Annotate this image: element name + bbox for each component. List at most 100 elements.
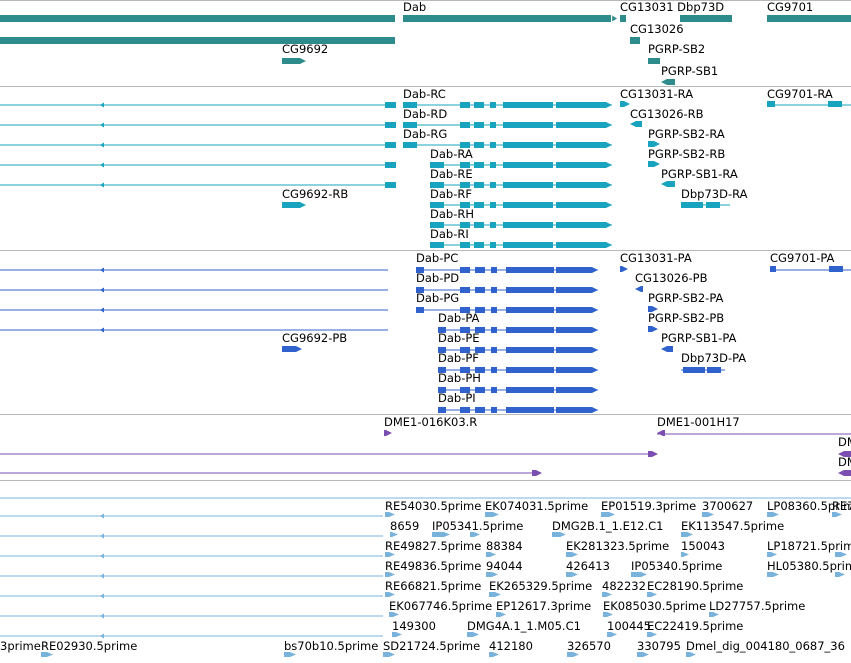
clone-dm-1-label[interactable]: DM: [838, 435, 851, 449]
est-feature: [709, 612, 719, 617]
protein-exon: [506, 287, 554, 293]
est-ek085030-label[interactable]: EK085030.5prime: [603, 599, 707, 613]
est-ip05341-label[interactable]: IP05341.5prime: [432, 519, 524, 533]
rna-dab-rh-label[interactable]: Dab-RH: [430, 207, 474, 221]
est-feature: [681, 552, 689, 557]
est-482232-label[interactable]: 482232: [602, 579, 646, 593]
gene-cg9701-label[interactable]: CG9701: [767, 0, 814, 14]
prot-dab-pc-label[interactable]: Dab-PC: [416, 251, 459, 265]
rna-dab-rc-label[interactable]: Dab-RC: [403, 87, 446, 101]
est-ek067746-label[interactable]: EK067746.5prime: [389, 599, 493, 613]
prot-dab-pf-label[interactable]: Dab-PF: [438, 351, 479, 365]
est-re66821-label[interactable]: RE66821.5prime: [385, 579, 482, 593]
clone-dm-2-label[interactable]: DM: [838, 455, 851, 469]
est-dmel-dig-label[interactable]: Dmel_dig_004180_0687_36: [686, 639, 845, 653]
rna-dab-rd-label[interactable]: Dab-RD: [403, 107, 448, 121]
est-ep12617-label[interactable]: EP12617.3prime: [496, 599, 592, 613]
est-ld27757-label[interactable]: LD27757.5prime: [709, 599, 806, 613]
est-ep01519-label[interactable]: EP01519.3prime: [601, 499, 697, 513]
protein-exon: [475, 347, 485, 353]
prot-pgrp-sb2-pb-label[interactable]: PGRP-SB2-PB: [648, 311, 725, 325]
est-dmg4a1-label[interactable]: DMG4A.1_1.M05.C1: [467, 619, 581, 633]
prot-dbp73d-pa-label[interactable]: Dbp73D-PA: [681, 351, 747, 365]
rna-cg9701-ra-label[interactable]: CG9701-RA: [767, 87, 833, 101]
est-feature: [607, 632, 617, 637]
est-bs70b10-label[interactable]: bs70b10.5prime: [284, 639, 379, 653]
rna-cg9692-rb-label[interactable]: CG9692-RB: [282, 187, 349, 201]
est-3700627-label[interactable]: 3700627: [702, 499, 754, 513]
est-hl05380-label[interactable]: HL05380.5prime: [767, 559, 851, 573]
transcript-strand-arrow: [100, 102, 104, 108]
rna-dab-ra-label[interactable]: Dab-RA: [430, 147, 473, 161]
est-3prime-frag-label[interactable]: 3prime: [0, 639, 41, 653]
prot-pgrp-sb1-pa-label[interactable]: PGRP-SB1-PA: [661, 331, 737, 345]
est-149300-label[interactable]: 149300: [392, 619, 436, 633]
est-150043-label[interactable]: 150043: [681, 539, 725, 553]
est-re02930-label[interactable]: RE02930.5prime: [41, 639, 138, 653]
prot-cg13031-pa-label[interactable]: CG13031-PA: [620, 251, 692, 265]
est-lp18721-label[interactable]: LP18721.5prime: [767, 539, 851, 553]
transcript-exon: [430, 242, 444, 248]
est-ek113547-label[interactable]: EK113547.5prime: [681, 519, 785, 533]
prot-dab-pe-label[interactable]: Dab-PE: [438, 331, 480, 345]
protein-strand-arrow: [100, 267, 104, 273]
est-re49836-label[interactable]: RE49836.5prime: [385, 559, 482, 573]
est-dmg2b1-label[interactable]: DMG2B.1_1.E12.C1: [552, 519, 664, 533]
prot-cg13026-pb-label[interactable]: CG13026-PB: [635, 271, 708, 285]
protein-exon: [556, 287, 598, 293]
clone-dme1-001h17-label[interactable]: DME1-001H17: [657, 415, 740, 429]
est-lp08360-label[interactable]: LP08360.5prime: [767, 499, 851, 513]
prot-pgrp-sb2-pa-label[interactable]: PGRP-SB2-PA: [648, 291, 724, 305]
rna-cg13031-ra-label[interactable]: CG13031-RA: [620, 87, 694, 101]
prot-cg9701-pa-label[interactable]: CG9701-PA: [770, 251, 835, 265]
transcript-exon: [620, 101, 630, 107]
est-8659-label[interactable]: 8659: [390, 519, 420, 533]
rna-dab-rg-label[interactable]: Dab-RG: [403, 127, 448, 141]
est-ek265329-label[interactable]: EK265329.5prime: [489, 579, 593, 593]
transcript-exon: [706, 202, 720, 208]
est-426413-label[interactable]: 426413: [566, 559, 610, 573]
rna-dbp73d-ra-label[interactable]: Dbp73D-RA: [681, 187, 748, 201]
gene-cg13026-label[interactable]: CG13026: [630, 22, 684, 36]
rna-pgrp-sb2-ra-label[interactable]: PGRP-SB2-RA: [648, 127, 725, 141]
rna-dab-rf-label[interactable]: Dab-RF: [430, 187, 472, 201]
prot-cg9692-pb-label[interactable]: CG9692-PB: [282, 331, 348, 345]
est-412180-label[interactable]: 412180: [489, 639, 533, 653]
est-re49827-label[interactable]: RE49827.5prime: [385, 539, 482, 553]
prot-dab-pi-label[interactable]: Dab-PI: [438, 391, 476, 405]
est-ek281323-label[interactable]: EK281323.5prime: [566, 539, 670, 553]
prot-dab-pa-label[interactable]: Dab-PA: [438, 311, 480, 325]
gene-pgrp-sb2-label[interactable]: PGRP-SB2: [648, 42, 706, 56]
rna-cg13026-rb-label[interactable]: CG13026-RB: [630, 107, 704, 121]
est-100445-label[interactable]: 100445: [607, 619, 651, 633]
est-88384-label[interactable]: 88384: [486, 539, 523, 553]
rna-pgrp-sb1-ra-label[interactable]: PGRP-SB1-RA: [661, 167, 738, 181]
est-94044-label[interactable]: 94044: [486, 559, 523, 573]
protein-exon: [556, 347, 598, 353]
protein-exon: [770, 266, 776, 272]
est-330795-label[interactable]: 330795: [637, 639, 681, 653]
est-ec22419-label[interactable]: EC22419.5prime: [647, 619, 744, 633]
prot-dab-pd-label[interactable]: Dab-PD: [416, 271, 460, 285]
clone-dme1-016k03r-label[interactable]: DME1-016K03.R: [384, 415, 478, 429]
rna-dab-ri-label[interactable]: Dab-RI: [430, 227, 469, 241]
est-re54030-label[interactable]: RE54030.5prime: [385, 499, 482, 513]
protein-exon: [506, 307, 554, 313]
gene-dab-label[interactable]: Dab: [403, 0, 427, 14]
gene-pgrp-sb1-label[interactable]: PGRP-SB1: [661, 64, 719, 78]
est-326570-label[interactable]: 326570: [567, 639, 611, 653]
est-ek074031-label[interactable]: EK074031.5prime: [485, 499, 589, 513]
gene-cg13031-dbp73d-label[interactable]: CG13031 Dbp73D: [620, 0, 725, 14]
est-ec28190-label[interactable]: EC28190.5prime: [647, 579, 744, 593]
est-ip05340-label[interactable]: IP05340.5prime: [631, 559, 723, 573]
gene-cg9692-label[interactable]: CG9692: [282, 42, 329, 56]
prot-dab-pg-label[interactable]: Dab-PG: [416, 291, 460, 305]
est-sd21724-label[interactable]: SD21724.5prime: [383, 639, 481, 653]
prot-dab-ph-label[interactable]: Dab-PH: [438, 371, 481, 385]
protein-exon: [491, 287, 497, 293]
rna-pgrp-sb2-rb-label[interactable]: PGRP-SB2-RB: [648, 147, 726, 161]
est-re7-label[interactable]: RE7: [832, 499, 851, 513]
transcript-strand-arrow: [100, 142, 104, 148]
rna-dab-re-label[interactable]: Dab-RE: [430, 167, 473, 181]
